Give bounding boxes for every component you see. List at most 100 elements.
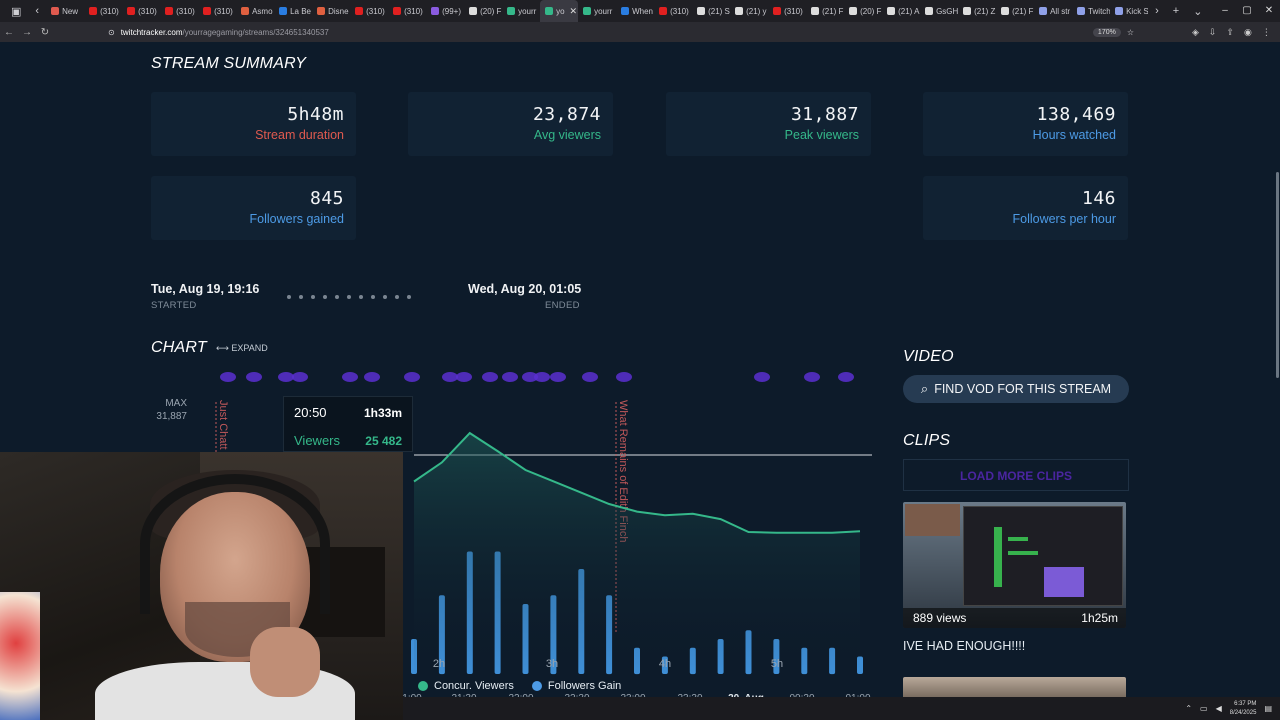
find-vod-label: FIND VOD FOR THIS STREAM [934,382,1112,396]
browser-tab[interactable]: (21) F [806,0,844,22]
activity-dot [292,372,308,382]
clip-title[interactable]: IVE HAD ENOUGH!!!! [903,639,1026,653]
browser-tab[interactable]: (21) A [882,0,920,22]
browser-tab[interactable]: (21) y [730,0,768,22]
stat-label: Followers per hour [1012,212,1116,226]
tab-strip: New (310) (310) (310) (310) Asmo La Be Disne (31… [46,0,1148,22]
new-tab-button[interactable]: + [1172,5,1180,17]
browser-tab[interactable]: (310) [654,0,692,22]
browser-tab[interactable]: (310) [768,0,806,22]
browser-tab[interactable]: (21) Z [958,0,996,22]
clip-duration: 1h25m [1081,611,1118,625]
legend-item-viewers[interactable]: Concur. Viewers [418,680,514,692]
browser-tab[interactable]: When [616,0,654,22]
browser-tab[interactable]: (310) [84,0,122,22]
reload-icon[interactable]: ↻ [40,26,50,38]
browser-tab[interactable]: All str [1034,0,1072,22]
tab-list-icon[interactable]: ▣ [11,5,22,18]
browser-tab[interactable]: (20) F [844,0,882,22]
close-window-button[interactable]: ✕ [1264,5,1274,16]
browser-tab[interactable]: (310) [198,0,236,22]
share-icon[interactable]: ⇪ [1226,26,1235,37]
extension-icon[interactable]: ◈ [1192,26,1199,37]
volume-icon[interactable]: ◀ [1215,704,1222,713]
browser-tab[interactable]: yourr [502,0,540,22]
back-icon[interactable]: ← [4,26,14,38]
os-taskbar: ⌃ ▭ ◀ 6:37 PM 8/24/2025 ▤ [403,697,1280,720]
tab-label: (21) y [746,6,767,16]
stat-label: Followers gained [249,212,345,226]
tab-label: (310) [176,6,195,16]
stat-hours-watched: 138,469 Hours watched [923,92,1128,156]
clock[interactable]: 6:37 PM 8/24/2025 [1230,700,1257,718]
tab-scroll-left-icon[interactable]: ‹ [35,5,40,17]
browser-tab[interactable]: (21) S [692,0,730,22]
browser-tab[interactable]: (310) [350,0,388,22]
tab-label: (21) F [822,6,844,16]
network-icon[interactable]: ▭ [1200,704,1208,713]
stat-value: 23,874 [532,104,601,125]
browser-tab[interactable]: Twitch [1072,0,1110,22]
browser-tab[interactable]: Disne [312,0,350,22]
tab-label: (21) F [1012,6,1034,16]
browser-tab[interactable]: (99+) [426,0,464,22]
tab-label: (310) [404,6,423,16]
expand-chart-button[interactable]: ⟷ EXPAND [216,343,268,354]
tab-favicon-icon [1115,7,1124,15]
browser-tab[interactable]: (310) [160,0,198,22]
activity-dot [482,372,498,382]
system-tray: ⌃ ▭ ◀ 6:37 PM 8/24/2025 ▤ [1185,697,1272,720]
legend-label: Concur. Viewers [434,680,514,692]
browser-tab[interactable]: New [46,0,84,22]
viewers-chart[interactable]: MAX 31,887 What Remains of Edith Finch J… [150,362,880,702]
browser-tab[interactable]: yo ✕ [540,0,579,22]
legend-item-followers[interactable]: Followers Gain [531,680,621,692]
notification-icon[interactable]: ▤ [1264,704,1272,713]
headset-icon [140,474,330,614]
tab-scroll-right-icon[interactable]: › [1155,5,1159,17]
url-field[interactable]: ⊙ twitchtracker.com /yourragegaming/stre… [104,24,1134,40]
browser-tab[interactable]: La Be [274,0,312,22]
browser-tab[interactable]: (21) F [996,0,1034,22]
activity-dot [534,372,550,382]
tray-chevron-icon[interactable]: ⌃ [1185,704,1193,713]
forward-icon[interactable]: → [22,26,32,38]
tab-favicon-icon [127,7,136,15]
profile-icon[interactable]: ◉ [1244,26,1252,37]
tab-label: (20) F [480,6,502,16]
browser-tab[interactable]: (310) [388,0,426,22]
site-info-icon[interactable]: ⊙ [108,27,115,37]
tab-favicon-icon [203,7,212,15]
url-host: twitchtracker.com [120,27,183,37]
browser-tab[interactable]: yourr [578,0,616,22]
tab-label: (310) [214,6,233,16]
browser-tab[interactable]: (310) [122,0,160,22]
x-tick-label: 5h [771,658,783,670]
tab-favicon-icon [887,7,896,15]
tab-label: (21) S [708,6,730,16]
zoom-indicator[interactable]: 170% [1092,27,1121,37]
activity-dot [522,372,538,382]
clip-thumbnail[interactable]: 889 views 1h25m [903,502,1126,628]
menu-icon[interactable]: ⋮ [1261,26,1271,37]
tab-close-icon[interactable]: ✕ [569,5,578,16]
browser-tab[interactable]: Kick S [1110,0,1148,22]
tab-favicon-icon [317,7,326,15]
find-vod-button[interactable]: ⌕ FIND VOD FOR THIS STREAM [903,375,1129,403]
stat-followers-gained: 845 Followers gained [151,176,356,240]
page-scrollbar[interactable] [1274,42,1280,720]
browser-tab[interactable]: GsGH [920,0,958,22]
tab-favicon-icon [89,7,98,15]
scrollbar-thumb[interactable] [1276,172,1279,378]
download-icon[interactable]: ⇩ [1208,26,1217,37]
browser-tab[interactable]: Asmo [236,0,274,22]
bookmark-star-icon[interactable]: ☆ [1126,27,1134,37]
load-more-clips-button[interactable]: LOAD MORE CLIPS [903,459,1129,491]
stream-end-date: Wed, Aug 20, 01:05 [468,282,582,296]
address-bar-row: ← → ↻ ⊙ twitchtracker.com /yourragegamin… [0,22,1280,42]
browser-tab[interactable]: (20) F [464,0,502,22]
tab-menu-chevron-icon[interactable]: ⌄ [1193,5,1203,18]
tab-label: When [632,6,653,16]
maximize-button[interactable]: ▢ [1242,5,1252,16]
minimize-button[interactable]: – [1222,5,1228,16]
